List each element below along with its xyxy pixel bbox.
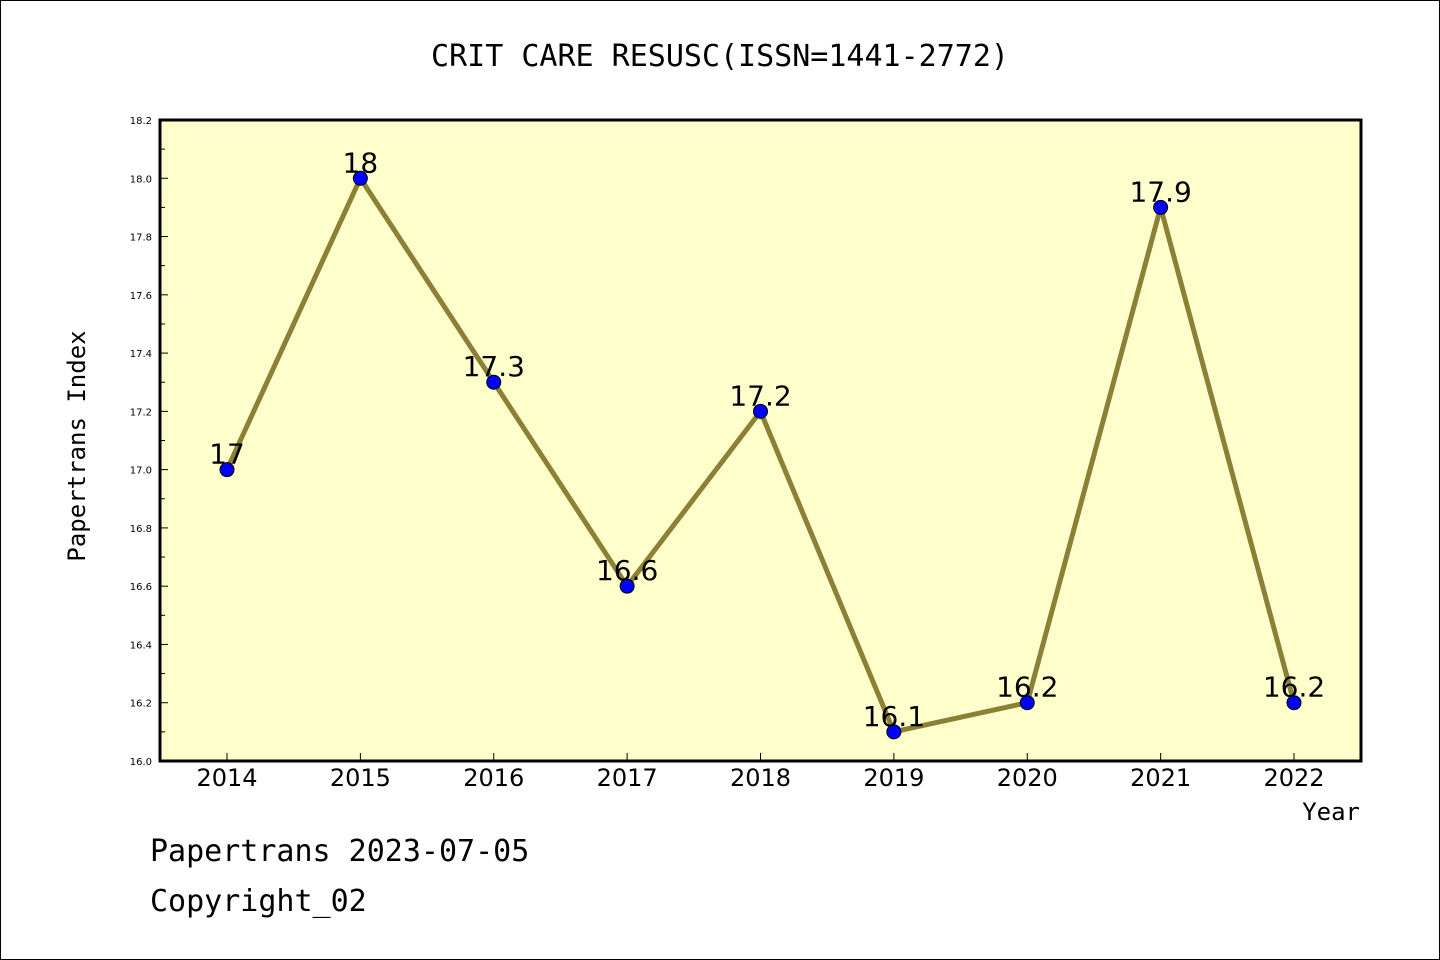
x-tick-label: 2019 (863, 764, 924, 792)
data-point (886, 724, 902, 740)
x-axis-title: Year (1302, 798, 1360, 826)
y-axis-title: Papertrans Index (63, 330, 91, 561)
y-tick-label: 16.4 (130, 640, 152, 651)
x-axis: 2014 2015 2016 2017 2018 2019 2020 2021 2022 (196, 753, 1325, 792)
y-tick-label: 17.4 (130, 349, 152, 360)
y-tick-label: 17.8 (130, 233, 152, 244)
plot-area (158, 118, 1363, 763)
y-tick-label: 17.2 (130, 407, 152, 418)
x-tick-label: 2021 (1130, 764, 1191, 792)
y-tick-label: 16.8 (130, 524, 152, 535)
data-point (1153, 199, 1169, 215)
x-tick-label: 2014 (196, 764, 257, 792)
x-tick-label: 2016 (463, 764, 524, 792)
footer-date: Papertrans 2023-07-05 (150, 834, 530, 869)
data-label: 16.6 (596, 554, 658, 587)
data-point (753, 403, 768, 419)
y-axis: 16.0 16.2 16.4 16.6 16.8 17.0 17.2 17.4 17.6 17.8… (130, 116, 168, 768)
data-label: 17.9 (1129, 175, 1191, 208)
data-label: 17 (209, 438, 245, 471)
x-tick-label: 2015 (330, 764, 391, 792)
data-point (219, 462, 235, 478)
y-tick-label: 16.2 (130, 699, 152, 710)
series: 17 18 17.3 16.6 17.2 16.1 16.2 17.9 16.2 (209, 146, 1325, 740)
y-tick-label: 16.6 (130, 582, 152, 593)
data-label: 16.2 (996, 671, 1058, 704)
x-tick-label: 2017 (597, 764, 658, 792)
data-point (486, 374, 502, 390)
data-label: 17.3 (463, 350, 525, 383)
x-tick-label: 2022 (1263, 764, 1324, 792)
data-point (1019, 695, 1035, 711)
y-tick-label: 18.2 (130, 116, 152, 127)
y-tick-label: 17.0 (130, 466, 152, 477)
y-tick-label: 17.6 (130, 291, 152, 302)
x-tick-label: 2020 (997, 764, 1058, 792)
data-label: 16.2 (1263, 671, 1325, 704)
data-label: 18 (343, 146, 379, 179)
data-point (1286, 695, 1302, 711)
footer-copyright: Copyright_02 (150, 884, 367, 919)
data-label: 16.1 (863, 700, 925, 733)
data-point (352, 170, 368, 186)
y-tick-label: 18.0 (130, 174, 152, 185)
x-tick-label: 2018 (730, 764, 791, 792)
y-tick-label: 16.0 (130, 757, 152, 768)
data-label: 17.2 (729, 379, 791, 412)
chart-title: CRIT CARE RESUSC(ISSN=1441-2772) (431, 39, 1009, 74)
data-point (619, 578, 635, 594)
